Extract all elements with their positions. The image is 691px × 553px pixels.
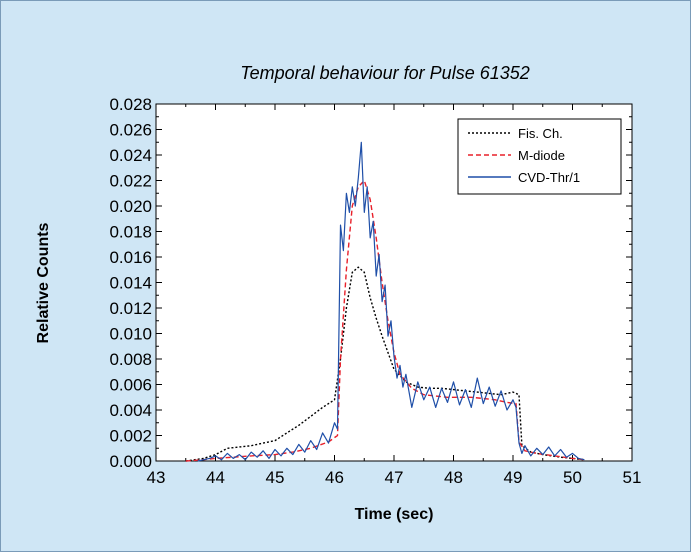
y-tick-label: 0.002 — [109, 427, 152, 446]
y-axis-ticks: 0.000 0.002 0.004 0.006 0.008 0.010 0.012 0.014… — [109, 95, 632, 471]
y-tick-label: 0.016 — [109, 248, 152, 267]
y-tick-label: 0.014 — [109, 274, 152, 293]
x-axis-ticks: 43 44 45 46 47 48 49 50 51 — [147, 104, 642, 487]
y-tick-label: 0.000 — [109, 452, 152, 471]
y-tick-label: 0.026 — [109, 121, 152, 140]
x-tick-label: 50 — [563, 468, 582, 487]
series-line-fis-ch- — [185, 266, 585, 462]
y-tick-label: 0.008 — [109, 350, 152, 369]
x-tick-label: 47 — [385, 468, 404, 487]
x-tick-label: 45 — [266, 468, 285, 487]
legend-label: M-diode — [518, 148, 565, 163]
x-tick-label: 49 — [504, 468, 523, 487]
y-tick-label: 0.022 — [109, 172, 152, 191]
x-axis-title: Time (sec) — [355, 506, 434, 523]
series-lines — [185, 141, 585, 462]
legend-label: Fis. Ch. — [518, 126, 563, 141]
legend-box — [457, 118, 622, 195]
y-tick-label: 0.010 — [109, 325, 152, 344]
chart-title: Temporal behaviour for Pulse 61352 — [240, 63, 530, 83]
y-axis-title: Relative Counts — [35, 222, 52, 343]
legend-label: CVD-Thr/1 — [518, 170, 580, 185]
x-tick-label: 48 — [444, 468, 463, 487]
x-tick-label: 46 — [325, 468, 344, 487]
series-line-cvd-thr-1 — [197, 141, 585, 462]
y-tick-label: 0.020 — [109, 197, 152, 216]
y-tick-label: 0.006 — [109, 376, 152, 395]
legend: Fis. Ch. M-diode CVD-Thr/1 — [457, 118, 622, 195]
y-tick-label: 0.012 — [109, 299, 152, 318]
x-tick-label: 44 — [206, 468, 225, 487]
y-tick-label: 0.028 — [109, 95, 152, 114]
y-tick-label: 0.024 — [109, 146, 152, 165]
series-line-m-diode — [185, 179, 585, 462]
x-tick-label: 51 — [623, 468, 642, 487]
x-tick-label: 43 — [147, 468, 166, 487]
y-tick-label: 0.004 — [109, 401, 152, 420]
y-tick-label: 0.018 — [109, 223, 152, 242]
